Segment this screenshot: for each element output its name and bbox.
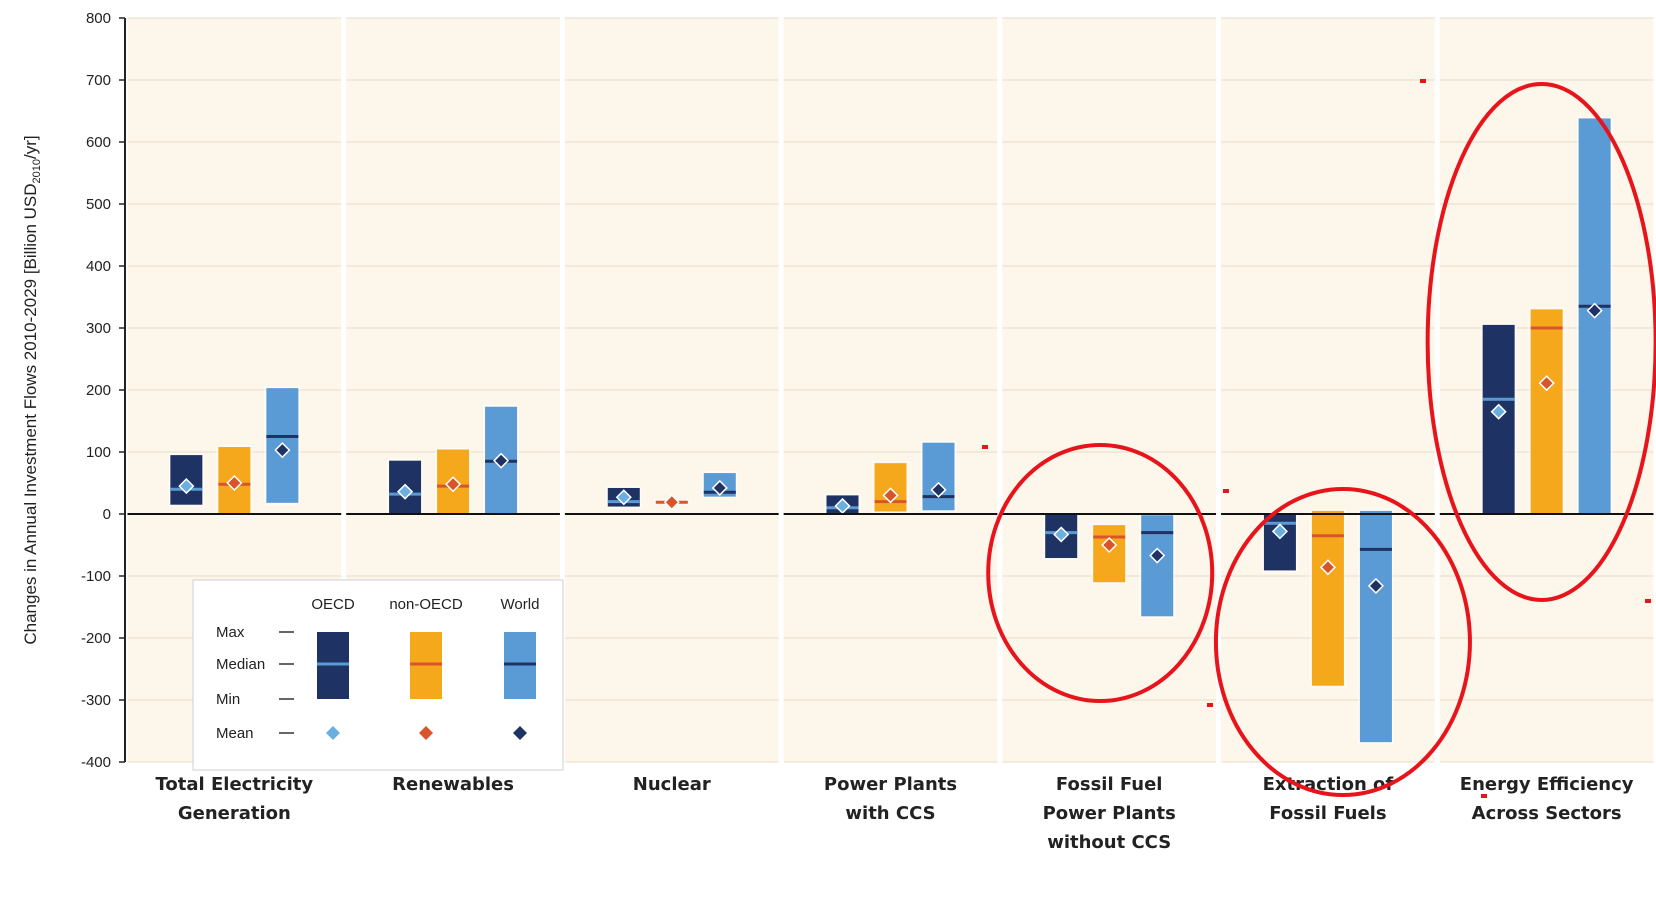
y-tick-label: 400 (86, 258, 111, 275)
category-label: Extraction of (1263, 774, 1394, 795)
mean-marker (493, 452, 510, 469)
legend-header: World (501, 596, 540, 613)
y-tick-label: 300 (86, 320, 111, 337)
mean-marker (1101, 536, 1118, 554)
y-tick-label: 0 (103, 506, 111, 523)
bar-world (922, 442, 955, 511)
mean-marker (397, 483, 414, 500)
mean-marker (711, 479, 728, 497)
y-tick-labels: 800 700 600 500 400 300 200 100 0 -100 -200 -300 -40… (81, 10, 111, 771)
red-mark (982, 445, 988, 449)
y-tick-label: 500 (86, 196, 111, 213)
mean-marker (1490, 403, 1507, 420)
axes-layer (119, 17, 1654, 763)
mean-marker (882, 487, 899, 504)
category-label: without CCS (1047, 832, 1171, 853)
bar-non-oecd (1093, 525, 1126, 583)
highlight-ellipse-extraction (1213, 487, 1472, 797)
category-label: with CCS (845, 803, 935, 824)
category-label: Fossil Fuels (1269, 803, 1386, 824)
red-mark (1645, 599, 1651, 603)
category-label: Nuclear (633, 774, 711, 795)
legend-row-label: Median (216, 656, 265, 673)
y-tick-label: -400 (81, 754, 111, 771)
y-tick-label: 800 (86, 10, 111, 27)
bar-non-oecd (1530, 309, 1563, 514)
y-tick-label: 700 (86, 72, 111, 89)
legend-mean-marker (326, 726, 340, 740)
mean-marker (615, 489, 632, 506)
mean-marker (226, 474, 243, 492)
y-tick-label: 100 (86, 444, 111, 461)
mean-marker (274, 442, 291, 459)
bar-world (1141, 515, 1174, 617)
legend-header: non-OECD (389, 596, 463, 613)
bar-non-oecd (1311, 510, 1344, 686)
category-labels: Total Electricity Generation Renewables Nuc… (156, 774, 1634, 853)
mean-marker (1149, 547, 1166, 564)
category-label: Generation (178, 803, 291, 824)
highlight-ellipse-fossil-power (986, 443, 1215, 703)
y-tick-label: -300 (81, 692, 111, 709)
bar-world (1359, 510, 1392, 743)
red-mark (1223, 489, 1229, 493)
legend-box (192, 579, 564, 771)
mean-marker (1319, 559, 1336, 576)
gridlines (127, 17, 1654, 763)
legend: OECD non-OECD World Max Median Min Mean (192, 579, 564, 771)
y-tick-label: 200 (86, 382, 111, 399)
mean-marker (1053, 526, 1070, 543)
mean-marker (445, 476, 462, 493)
y-axis-label: Changes in Annual Investment Flows 2010-… (21, 135, 43, 644)
category-label: Power Plants (824, 774, 957, 795)
mean-marker (834, 497, 851, 515)
mean-marker (1586, 302, 1603, 319)
red-mark (1207, 703, 1213, 707)
category-label: Energy Efficiency (1460, 774, 1634, 795)
mean-marker (930, 481, 947, 498)
legend-row-label: Mean (216, 725, 254, 742)
red-mark (1420, 79, 1426, 83)
mean-marker (1271, 523, 1288, 540)
legend-row-label: Max (216, 624, 245, 641)
category-label: Renewables (392, 774, 514, 795)
legend-row-label: Min (216, 691, 240, 708)
legend-header: OECD (311, 596, 355, 613)
category-label: Total Electricity (156, 774, 314, 795)
category-label: Across Sectors (1472, 803, 1622, 824)
y-tick-label: 600 (86, 134, 111, 151)
y-tick-label: -200 (81, 630, 111, 647)
mean-marker (663, 494, 680, 511)
bars-layer (168, 116, 1613, 745)
legend-mean-marker (419, 726, 433, 740)
red-mark (1481, 794, 1487, 798)
category-label: Power Plants (1043, 803, 1176, 824)
legend-mean-marker (513, 726, 527, 740)
mean-marker (178, 478, 195, 495)
mean-marker (1367, 577, 1384, 594)
category-label: Fossil Fuel (1056, 774, 1163, 795)
y-tick-label: -100 (81, 568, 111, 585)
mean-marker (1538, 375, 1555, 392)
